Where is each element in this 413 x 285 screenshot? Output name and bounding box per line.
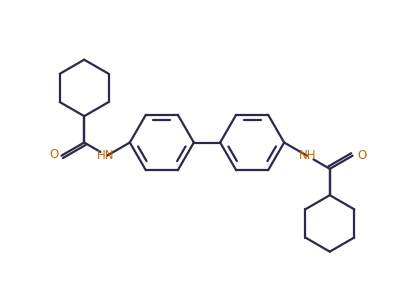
Text: O: O — [356, 149, 366, 162]
Text: O: O — [49, 148, 58, 161]
Text: NH: NH — [299, 149, 316, 162]
Text: HN: HN — [97, 149, 114, 162]
